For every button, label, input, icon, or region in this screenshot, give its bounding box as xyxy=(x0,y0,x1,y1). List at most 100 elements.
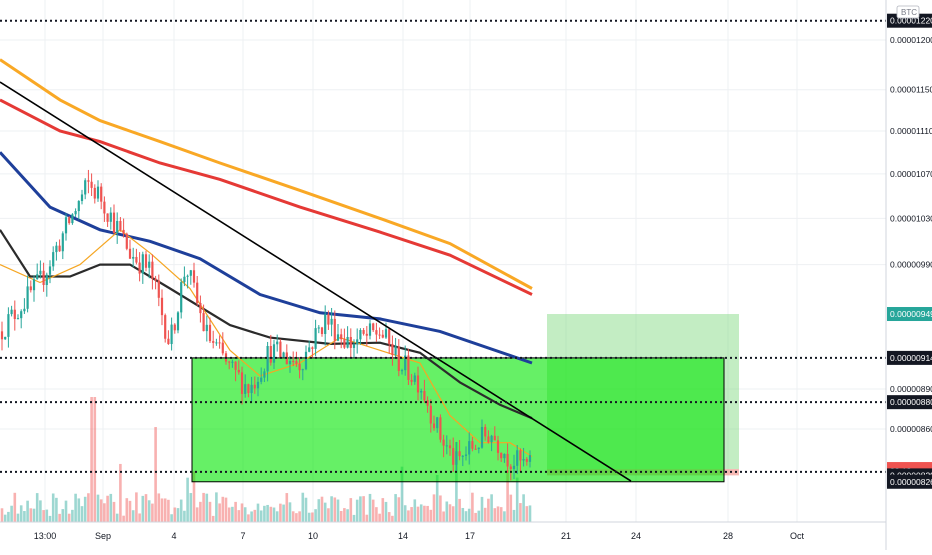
candle-body-120 xyxy=(384,329,388,338)
candle-body-124 xyxy=(397,346,400,371)
volume-bar-35 xyxy=(112,501,116,522)
candle-body-157 xyxy=(503,453,506,459)
volume-bar-11 xyxy=(35,493,39,522)
volume-bar-3 xyxy=(10,505,13,522)
volume-bar-150 xyxy=(480,496,484,522)
candle-body-45 xyxy=(144,254,148,268)
volume-bar-93 xyxy=(298,511,301,522)
time-tick-label: 21 xyxy=(561,531,571,541)
candle-body-141 xyxy=(452,448,455,465)
volume-bar-70 xyxy=(224,497,228,522)
candle-body-46 xyxy=(148,261,151,268)
volume-bar-64 xyxy=(205,493,209,522)
volume-bar-74 xyxy=(237,510,241,522)
candle-body-95 xyxy=(304,351,308,370)
candle-body-99 xyxy=(317,327,320,329)
volume-bar-39 xyxy=(125,498,129,522)
volume-bar-46 xyxy=(147,500,151,522)
volume-bar-99 xyxy=(317,499,321,522)
candle-body-111 xyxy=(356,339,359,345)
candle-body-96 xyxy=(308,347,311,352)
candle-body-108 xyxy=(346,336,349,348)
candle-body-98 xyxy=(314,328,317,349)
volume-bar-143 xyxy=(458,498,461,522)
candle-body-142 xyxy=(455,451,458,465)
candle-body-8 xyxy=(26,286,29,309)
currency-badge xyxy=(896,5,920,19)
candle-body-109 xyxy=(349,336,352,348)
volume-bar-138 xyxy=(442,511,445,522)
volume-bar-36 xyxy=(115,513,119,522)
candle-body-67 xyxy=(215,342,218,344)
candle-body-21 xyxy=(68,217,71,224)
candle-body-85 xyxy=(272,344,276,363)
candle-body-159 xyxy=(509,466,512,470)
candle-body-115 xyxy=(368,323,372,336)
candle-body-135 xyxy=(432,423,436,429)
volume-bar-118 xyxy=(378,513,381,522)
candle-body-56 xyxy=(180,282,183,313)
candle-body-118 xyxy=(378,334,381,336)
candle-body-165 xyxy=(528,455,532,462)
volume-bar-88 xyxy=(282,504,285,522)
candle-body-72 xyxy=(231,361,234,363)
volume-bar-26 xyxy=(83,496,87,522)
volume-bar-22 xyxy=(71,509,74,522)
volume-bar-149 xyxy=(477,510,481,522)
volume-bar-80 xyxy=(256,503,260,522)
candle-body-23 xyxy=(74,211,77,215)
candle-body-6 xyxy=(20,311,23,319)
candle-body-110 xyxy=(352,344,356,348)
candle-body-25 xyxy=(80,194,84,202)
candle-body-36 xyxy=(116,220,119,234)
time-tick-label: 10 xyxy=(308,531,318,541)
candle-body-80 xyxy=(256,381,260,389)
volume-bar-17 xyxy=(55,497,58,522)
volume-bar-90 xyxy=(288,502,292,522)
volume-bar-78 xyxy=(250,511,253,522)
time-tick-label: Sep xyxy=(95,531,111,541)
volume-bar-139 xyxy=(445,501,449,522)
volume-bar-123 xyxy=(394,494,397,522)
support-zone xyxy=(191,357,725,483)
candle-body-134 xyxy=(429,405,432,424)
candle-body-104 xyxy=(333,318,336,341)
volume-bar-27 xyxy=(87,493,90,522)
volume-bar-164 xyxy=(525,506,529,522)
volume-bar-7 xyxy=(23,511,26,522)
volume-bar-15 xyxy=(48,515,52,522)
candle-body-50 xyxy=(160,297,164,316)
price-tick-label: 0.00001110 xyxy=(890,126,932,136)
candle-body-39 xyxy=(125,233,128,249)
trendline-layer[interactable] xyxy=(0,81,632,482)
candle-body-68 xyxy=(218,342,221,344)
volume-bar-66 xyxy=(211,515,215,522)
candle-body-136 xyxy=(436,417,439,429)
candle-body-151 xyxy=(484,426,487,437)
volume-bar-137 xyxy=(439,495,442,522)
volume-bar-154 xyxy=(493,508,497,522)
candle-body-94 xyxy=(301,369,304,371)
candle-body-3 xyxy=(10,309,13,315)
volume-bar-38 xyxy=(122,515,125,522)
volume-bar-52 xyxy=(167,499,170,522)
moving-averages xyxy=(0,58,533,458)
volume-bar-31 xyxy=(99,499,103,522)
price-tag xyxy=(887,395,932,410)
candle-body-87 xyxy=(279,341,282,358)
volume-bar-33 xyxy=(106,495,109,522)
volume-bar-155 xyxy=(496,506,500,522)
candle-body-160 xyxy=(512,465,516,470)
volume-bar-71 xyxy=(227,507,231,522)
volume-bar-115 xyxy=(368,493,372,522)
candle-body-102 xyxy=(327,314,330,325)
volume-bar-157 xyxy=(503,511,506,522)
candle-body-154 xyxy=(493,435,496,441)
candle-body-31 xyxy=(100,186,103,202)
volume-bar-34 xyxy=(109,493,113,522)
volume-bar-117 xyxy=(375,507,378,522)
volume-bar-67 xyxy=(215,492,218,522)
candle-body-91 xyxy=(292,361,295,363)
